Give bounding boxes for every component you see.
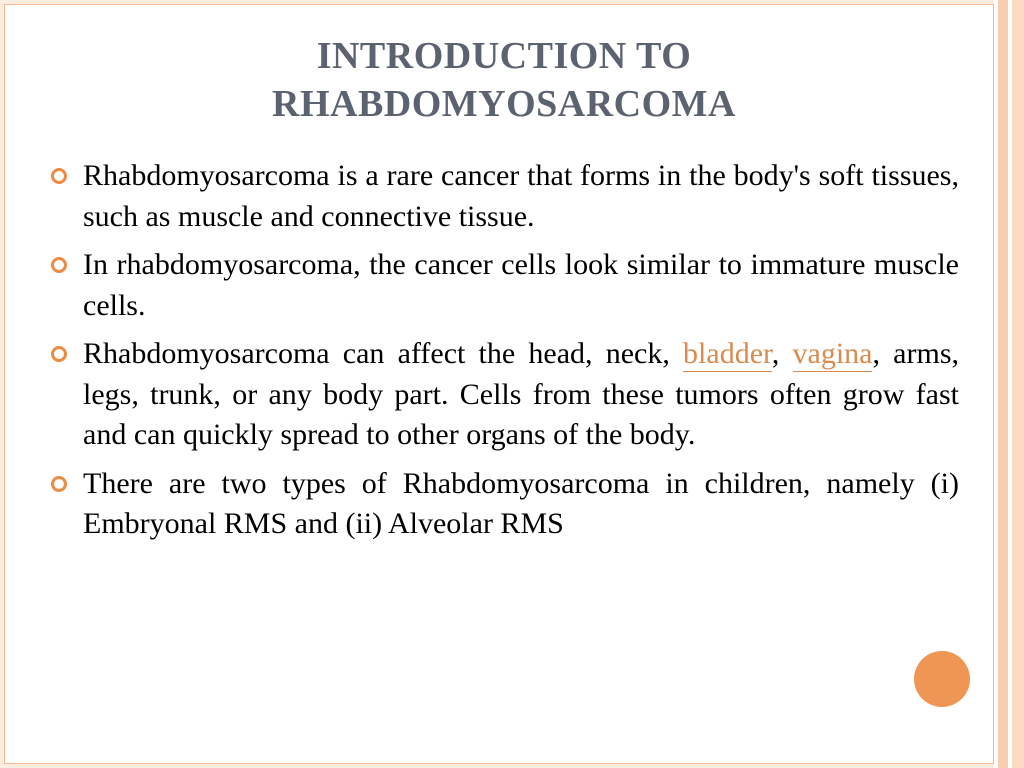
bullet-text-mid: , — [772, 337, 793, 370]
bullet-ring-icon — [51, 346, 67, 362]
slide-frame: INTRODUCTION TO RHABDOMYOSARCOMA Rhabdom… — [4, 4, 994, 764]
bullet-item: Rhabdomyosarcoma is a rare cancer that f… — [49, 156, 959, 237]
bullet-item: In rhabdomyosarcoma, the cancer cells lo… — [49, 245, 959, 326]
slide-title: INTRODUCTION TO RHABDOMYOSARCOMA — [49, 33, 959, 128]
bullet-text: Rhabdomyosarcoma is a rare cancer that f… — [83, 159, 959, 233]
bullet-text: In rhabdomyosarcoma, the cancer cells lo… — [83, 248, 959, 322]
slide-content: INTRODUCTION TO RHABDOMYOSARCOMA Rhabdom… — [49, 33, 959, 553]
title-line-1: INTRODUCTION TO — [49, 33, 959, 81]
decorative-circle-icon — [914, 651, 970, 707]
bullet-text: There are two types of Rhabdomyosarcoma … — [83, 467, 959, 541]
decorative-stripe — [998, 0, 1008, 768]
bullet-ring-icon — [51, 257, 67, 273]
bullet-list: Rhabdomyosarcoma is a rare cancer that f… — [49, 156, 959, 545]
bullet-text-pre: Rhabdomyosarcoma can affect the head, ne… — [83, 337, 683, 370]
bullet-ring-icon — [51, 168, 67, 184]
link-vagina[interactable]: vagina — [793, 337, 873, 372]
title-line-2: RHABDOMYOSARCOMA — [49, 81, 959, 129]
bullet-ring-icon — [51, 476, 67, 492]
link-bladder[interactable]: bladder — [683, 337, 772, 372]
bullet-item: Rhabdomyosarcoma can affect the head, ne… — [49, 334, 959, 456]
decorative-stripe — [1012, 0, 1024, 768]
bullet-item: There are two types of Rhabdomyosarcoma … — [49, 464, 959, 545]
